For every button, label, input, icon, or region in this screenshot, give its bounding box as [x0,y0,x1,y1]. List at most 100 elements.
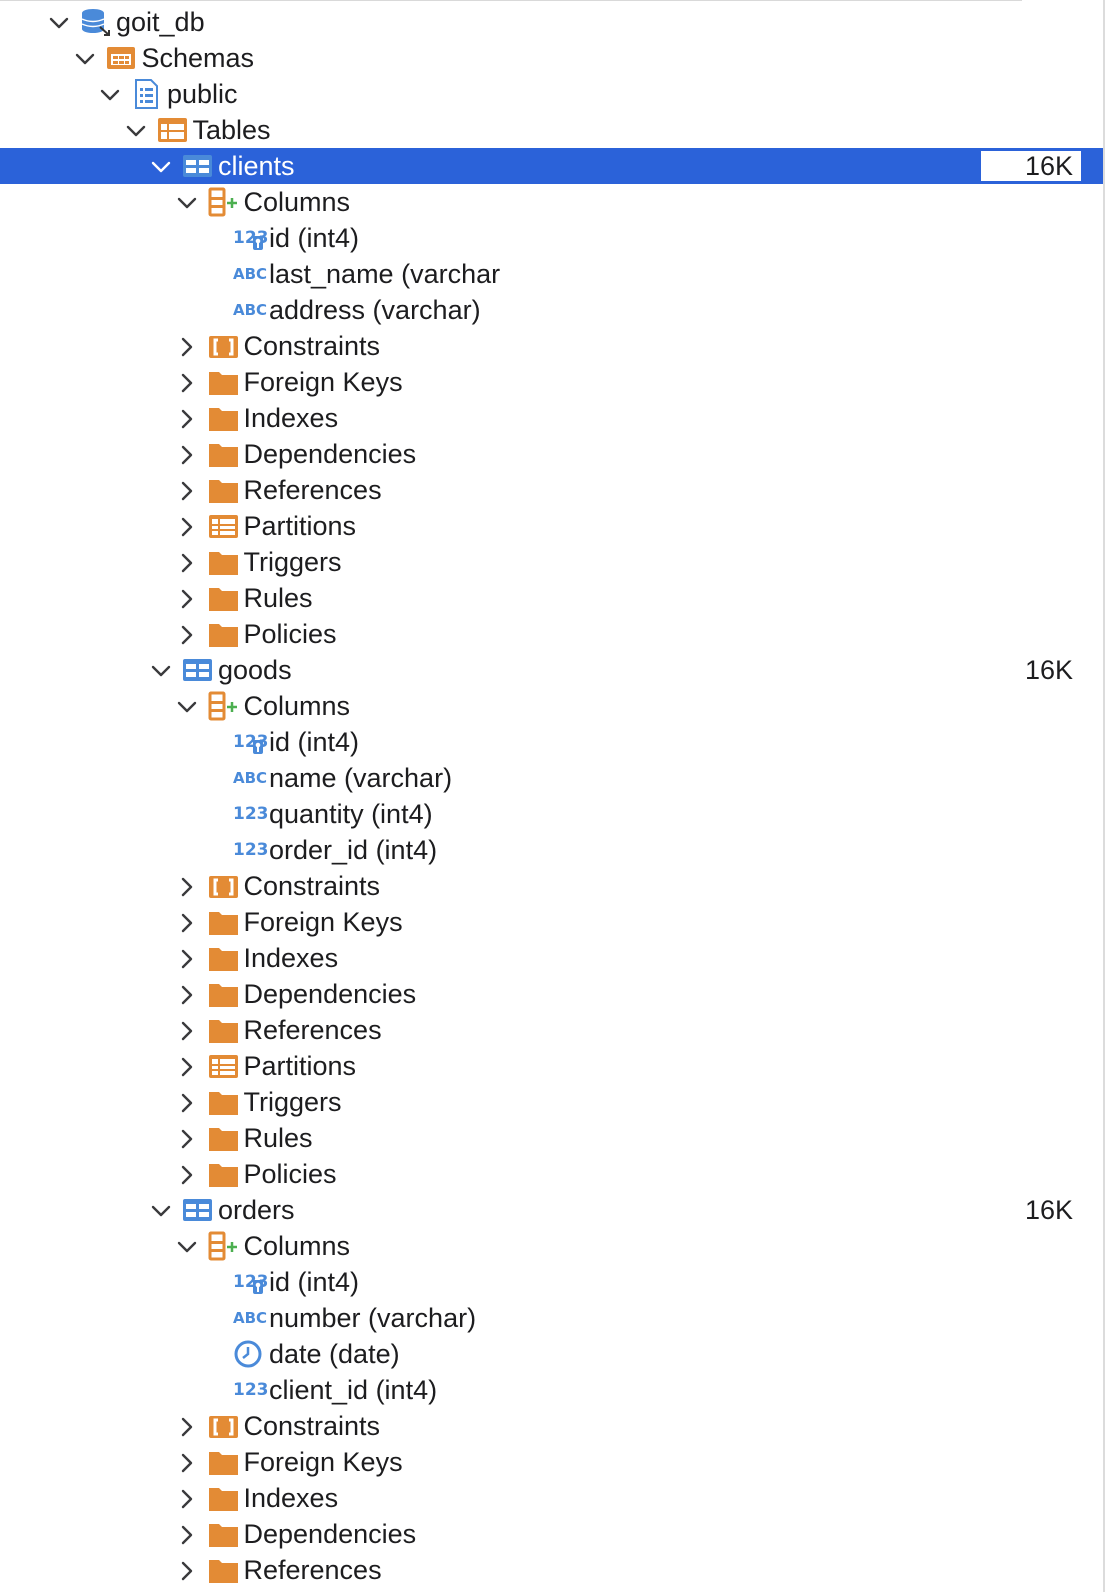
tree-node-address-varchar[interactable]: ABC address (varchar) [0,292,1103,328]
tree-node-label: name (varchar) [269,763,453,793]
chevron-down-icon[interactable] [148,1192,172,1228]
top-divider [0,0,1022,1]
tree-node-constraints[interactable]: Constraints [0,1408,1103,1444]
tree-node-goods[interactable]: goods 16K [0,652,1103,688]
tree-node-label: date (date) [269,1339,400,1369]
tree-node-label: client_id (int4) [269,1375,438,1405]
chevron-right-icon[interactable] [174,976,198,1012]
tree-node-foreign-keys[interactable]: Foreign Keys [0,364,1103,400]
tree-node-order-id-int4[interactable]: 123 order_id (int4) [0,832,1103,868]
folder-icon [208,1519,240,1549]
tree-node-constraints[interactable]: Constraints [0,868,1103,904]
tree-node-label: Columns [243,1231,351,1261]
chevron-right-icon[interactable] [174,508,198,544]
tree-node-triggers[interactable]: Triggers [0,1084,1103,1120]
key-int-icon: 123 [233,1272,269,1294]
columns-icon [208,1231,240,1261]
chevron-right-icon[interactable] [174,1444,198,1480]
chevron-right-icon[interactable] [174,940,198,976]
tree-node-name-varchar[interactable]: ABC name (varchar) [0,760,1103,796]
chevron-right-icon[interactable] [174,400,198,436]
tree-node-public[interactable]: public [0,76,1103,112]
tree-node-label: References [243,475,382,505]
tree-node-clients[interactable]: clients 16K [0,148,1103,184]
abc-icon: ABC [233,301,268,319]
tree-node-dependencies[interactable]: Dependencies [0,436,1103,472]
tree-node-id-int4[interactable]: 123 id (int4) [0,220,1103,256]
folder-icon [208,475,240,505]
chevron-right-icon[interactable] [174,904,198,940]
tree-node-goit-db[interactable]: goit_db [0,4,1103,40]
tree-node-references[interactable]: References [0,472,1103,508]
tree-node-id-int4[interactable]: 123 id (int4) [0,1264,1103,1300]
chevron-right-icon[interactable] [174,1552,198,1588]
tree-node-quantity-int4[interactable]: 123 quantity (int4) [0,796,1103,832]
columns-icon [208,691,240,721]
tree-node-label: Dependencies [243,1519,417,1549]
chevron-down-icon[interactable] [174,688,198,724]
tree-node-policies[interactable]: Policies [0,616,1103,652]
tree-node-columns[interactable]: Columns [0,184,1103,220]
tree-node-client-id-int4[interactable]: 123 client_id (int4) [0,1372,1103,1408]
database-navigator-tree[interactable]: goit_db Schemas public Tables clients 16K Colu… [0,4,1103,1588]
tree-node-partitions[interactable]: Partitions [0,508,1103,544]
chevron-right-icon[interactable] [174,616,198,652]
chevron-right-icon[interactable] [174,1120,198,1156]
tree-node-indexes[interactable]: Indexes [0,940,1103,976]
tree-node-last-name-varchar[interactable]: ABC last_name (varchar [0,256,1103,292]
tree-node-columns[interactable]: Columns [0,688,1103,724]
chevron-right-icon[interactable] [174,580,198,616]
tree-node-label: Indexes [243,1483,339,1513]
chevron-right-icon[interactable] [174,1408,198,1444]
tree-node-label: Foreign Keys [243,367,403,397]
tree-node-columns[interactable]: Columns [0,1228,1103,1264]
tree-node-triggers[interactable]: Triggers [0,544,1103,580]
tree-node-rules[interactable]: Rules [0,580,1103,616]
tree-node-dependencies[interactable]: Dependencies [0,976,1103,1012]
chevron-down-icon[interactable] [97,76,121,112]
chevron-right-icon[interactable] [174,364,198,400]
tree-node-partitions[interactable]: Partitions [0,1048,1103,1084]
chevron-right-icon[interactable] [174,1084,198,1120]
chevron-down-icon[interactable] [123,112,147,148]
tree-node-id-int4[interactable]: 123 id (int4) [0,724,1103,760]
tree-node-indexes[interactable]: Indexes [0,1480,1103,1516]
table-size-label: 16K [981,151,1081,181]
chevron-down-icon[interactable] [72,40,96,76]
tree-node-label: goit_db [116,7,205,37]
tree-node-label: id (int4) [269,727,360,757]
tree-node-date-date[interactable]: date (date) [0,1336,1103,1372]
chevron-down-icon[interactable] [148,148,172,184]
chevron-right-icon[interactable] [174,328,198,364]
chevron-right-icon[interactable] [174,472,198,508]
tree-node-rules[interactable]: Rules [0,1120,1103,1156]
chevron-right-icon[interactable] [174,1516,198,1552]
tree-node-dependencies[interactable]: Dependencies [0,1516,1103,1552]
chevron-down-icon[interactable] [148,652,172,688]
folder-icon [208,1555,240,1585]
tree-node-policies[interactable]: Policies [0,1156,1103,1192]
tree-node-tables[interactable]: Tables [0,112,1103,148]
chevron-right-icon[interactable] [174,868,198,904]
tree-node-label: References [243,1015,382,1045]
constraints-icon [208,871,240,901]
chevron-down-icon[interactable] [174,1228,198,1264]
tree-node-schemas[interactable]: Schemas [0,40,1103,76]
tree-node-references[interactable]: References [0,1552,1103,1588]
chevron-right-icon[interactable] [174,1156,198,1192]
chevron-right-icon[interactable] [174,1480,198,1516]
chevron-right-icon[interactable] [174,1048,198,1084]
tree-node-indexes[interactable]: Indexes [0,400,1103,436]
tree-node-orders[interactable]: orders 16K [0,1192,1103,1228]
chevron-right-icon[interactable] [174,436,198,472]
chevron-right-icon[interactable] [174,544,198,580]
chevron-down-icon[interactable] [46,4,70,40]
tree-node-number-varchar[interactable]: ABC number (varchar) [0,1300,1103,1336]
tree-node-label: Constraints [243,871,381,901]
tree-node-references[interactable]: References [0,1012,1103,1048]
tree-node-constraints[interactable]: Constraints [0,328,1103,364]
tree-node-foreign-keys[interactable]: Foreign Keys [0,1444,1103,1480]
chevron-down-icon[interactable] [174,184,198,220]
tree-node-foreign-keys[interactable]: Foreign Keys [0,904,1103,940]
chevron-right-icon[interactable] [174,1012,198,1048]
